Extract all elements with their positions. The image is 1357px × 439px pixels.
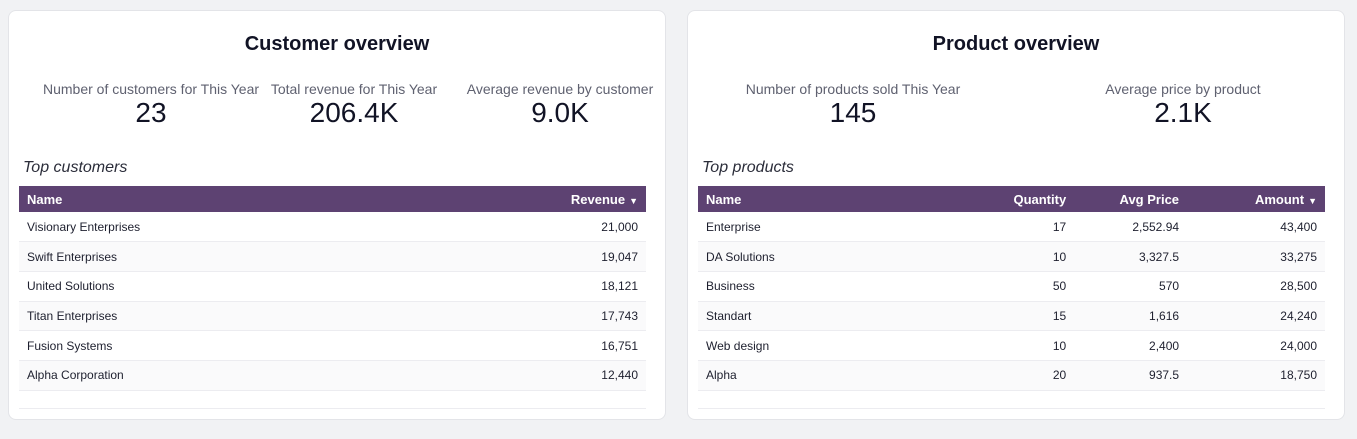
customer-overview-title: Customer overview bbox=[244, 33, 430, 55]
product-quantity: 50 bbox=[948, 271, 1075, 302]
product-name: Web design bbox=[698, 330, 949, 361]
customer-revenue: 18,121 bbox=[457, 271, 646, 302]
customer-revenue: 21,000 bbox=[457, 212, 646, 243]
product-name: Enterprise bbox=[698, 212, 949, 243]
product-amount: 28,500 bbox=[1187, 271, 1325, 302]
column-header-label: Avg Price bbox=[1119, 191, 1180, 207]
kpi-products-sold: Number of products sold This Year 145 bbox=[728, 81, 978, 129]
top-customers-table: Name Revenue ▼ Visionary Enterprises 21,00… bbox=[19, 186, 646, 409]
customer-name: Fusion Systems bbox=[19, 330, 458, 361]
kpi-label: Number of products sold This Year bbox=[745, 81, 961, 97]
column-header-label: Revenue bbox=[570, 191, 626, 207]
product-avg-price: 1,616 bbox=[1074, 301, 1188, 332]
column-header-label: Name bbox=[27, 191, 63, 207]
column-header-amount[interactable]: Amount ▼ bbox=[1187, 186, 1325, 212]
product-quantity: 17 bbox=[948, 212, 1075, 243]
table-row-cut-off bbox=[19, 390, 646, 409]
kpi-value: 2.1K bbox=[1154, 97, 1212, 128]
table-header-row: Name Quantity Avg Price Amount ▼ bbox=[698, 186, 1325, 212]
table-row[interactable]: Swift Enterprises 19,047 bbox=[19, 241, 646, 272]
customer-revenue: 19,047 bbox=[457, 241, 646, 272]
kpi-average-price: Average price by product 2.1K bbox=[1068, 81, 1298, 129]
product-avg-price: 937.5 bbox=[1074, 360, 1188, 391]
kpi-value: 9.0K bbox=[531, 97, 589, 128]
customer-revenue: 16,751 bbox=[457, 330, 646, 361]
product-quantity: 20 bbox=[948, 360, 1075, 391]
kpi-label: Average revenue by customer bbox=[466, 81, 654, 97]
kpi-label: Number of customers for This Year bbox=[42, 81, 260, 97]
product-name: Business bbox=[698, 271, 949, 302]
column-header-name[interactable]: Name bbox=[19, 186, 458, 212]
product-quantity: 10 bbox=[948, 241, 1075, 272]
product-amount: 43,400 bbox=[1187, 212, 1325, 243]
kpi-total-revenue: Total revenue for This Year 206.4K bbox=[259, 81, 449, 129]
table-header-row: Name Revenue ▼ bbox=[19, 186, 646, 212]
table-row[interactable]: DA Solutions 10 3,327.5 33,275 bbox=[698, 241, 1325, 272]
table-row[interactable]: Web design 10 2,400 24,000 bbox=[698, 330, 1325, 361]
column-header-name[interactable]: Name bbox=[698, 186, 949, 212]
product-avg-price: 570 bbox=[1074, 271, 1188, 302]
product-overview-card: Product overview Number of products sold… bbox=[687, 10, 1345, 420]
customer-name: Visionary Enterprises bbox=[19, 212, 458, 243]
product-name: Alpha bbox=[698, 360, 949, 391]
sort-descending-icon: ▼ bbox=[1308, 195, 1317, 206]
column-header-label: Amount bbox=[1254, 191, 1305, 207]
column-header-avg-price[interactable]: Avg Price bbox=[1074, 186, 1188, 212]
table-row[interactable]: Alpha Corporation 12,440 bbox=[19, 360, 646, 391]
customer-name: United Solutions bbox=[19, 271, 458, 302]
top-products-title: Top products bbox=[702, 159, 794, 176]
product-amount: 24,000 bbox=[1187, 330, 1325, 361]
product-amount: 24,240 bbox=[1187, 301, 1325, 332]
product-overview-title: Product overview bbox=[932, 33, 1100, 55]
product-avg-price: 2,552.94 bbox=[1074, 212, 1188, 243]
column-header-label: Name bbox=[706, 191, 742, 207]
customer-revenue: 17,743 bbox=[457, 301, 646, 332]
kpi-value: 23 bbox=[135, 97, 167, 128]
kpi-value: 145 bbox=[829, 97, 877, 128]
kpi-average-revenue: Average revenue by customer 9.0K bbox=[464, 81, 656, 129]
kpi-label: Average price by product bbox=[1105, 81, 1261, 97]
table-row[interactable]: Business 50 570 28,500 bbox=[698, 271, 1325, 302]
top-customers-title: Top customers bbox=[23, 159, 128, 176]
kpi-label: Total revenue for This Year bbox=[270, 81, 438, 97]
customer-revenue: 12,440 bbox=[457, 360, 646, 391]
kpi-customers-count: Number of customers for This Year 23 bbox=[26, 81, 276, 129]
product-avg-price: 3,327.5 bbox=[1074, 241, 1188, 272]
table-row[interactable]: Alpha 20 937.5 18,750 bbox=[698, 360, 1325, 391]
table-row[interactable]: Visionary Enterprises 21,000 bbox=[19, 212, 646, 243]
product-amount: 18,750 bbox=[1187, 360, 1325, 391]
customer-name: Alpha Corporation bbox=[19, 360, 458, 391]
product-quantity: 10 bbox=[948, 330, 1075, 361]
table-row[interactable]: Standart 15 1,616 24,240 bbox=[698, 301, 1325, 332]
table-row-cut-off bbox=[698, 390, 1325, 409]
table-row[interactable]: Fusion Systems 16,751 bbox=[19, 330, 646, 361]
column-header-quantity[interactable]: Quantity bbox=[948, 186, 1075, 212]
kpi-value: 206.4K bbox=[309, 97, 399, 128]
customer-name: Swift Enterprises bbox=[19, 241, 458, 272]
column-header-label: Quantity bbox=[1013, 191, 1067, 207]
product-quantity: 15 bbox=[948, 301, 1075, 332]
product-name: DA Solutions bbox=[698, 241, 949, 272]
sort-descending-icon: ▼ bbox=[629, 195, 638, 206]
column-header-revenue[interactable]: Revenue ▼ bbox=[457, 186, 646, 212]
table-row[interactable]: Enterprise 17 2,552.94 43,400 bbox=[698, 212, 1325, 243]
customer-name: Titan Enterprises bbox=[19, 301, 458, 332]
product-amount: 33,275 bbox=[1187, 241, 1325, 272]
customer-overview-card: Customer overview Number of customers fo… bbox=[8, 10, 666, 420]
product-avg-price: 2,400 bbox=[1074, 330, 1188, 361]
top-products-table: Name Quantity Avg Price Amount ▼ Enterpri… bbox=[698, 186, 1325, 409]
product-name: Standart bbox=[698, 301, 949, 332]
table-row[interactable]: Titan Enterprises 17,743 bbox=[19, 301, 646, 332]
table-row[interactable]: United Solutions 18,121 bbox=[19, 271, 646, 302]
